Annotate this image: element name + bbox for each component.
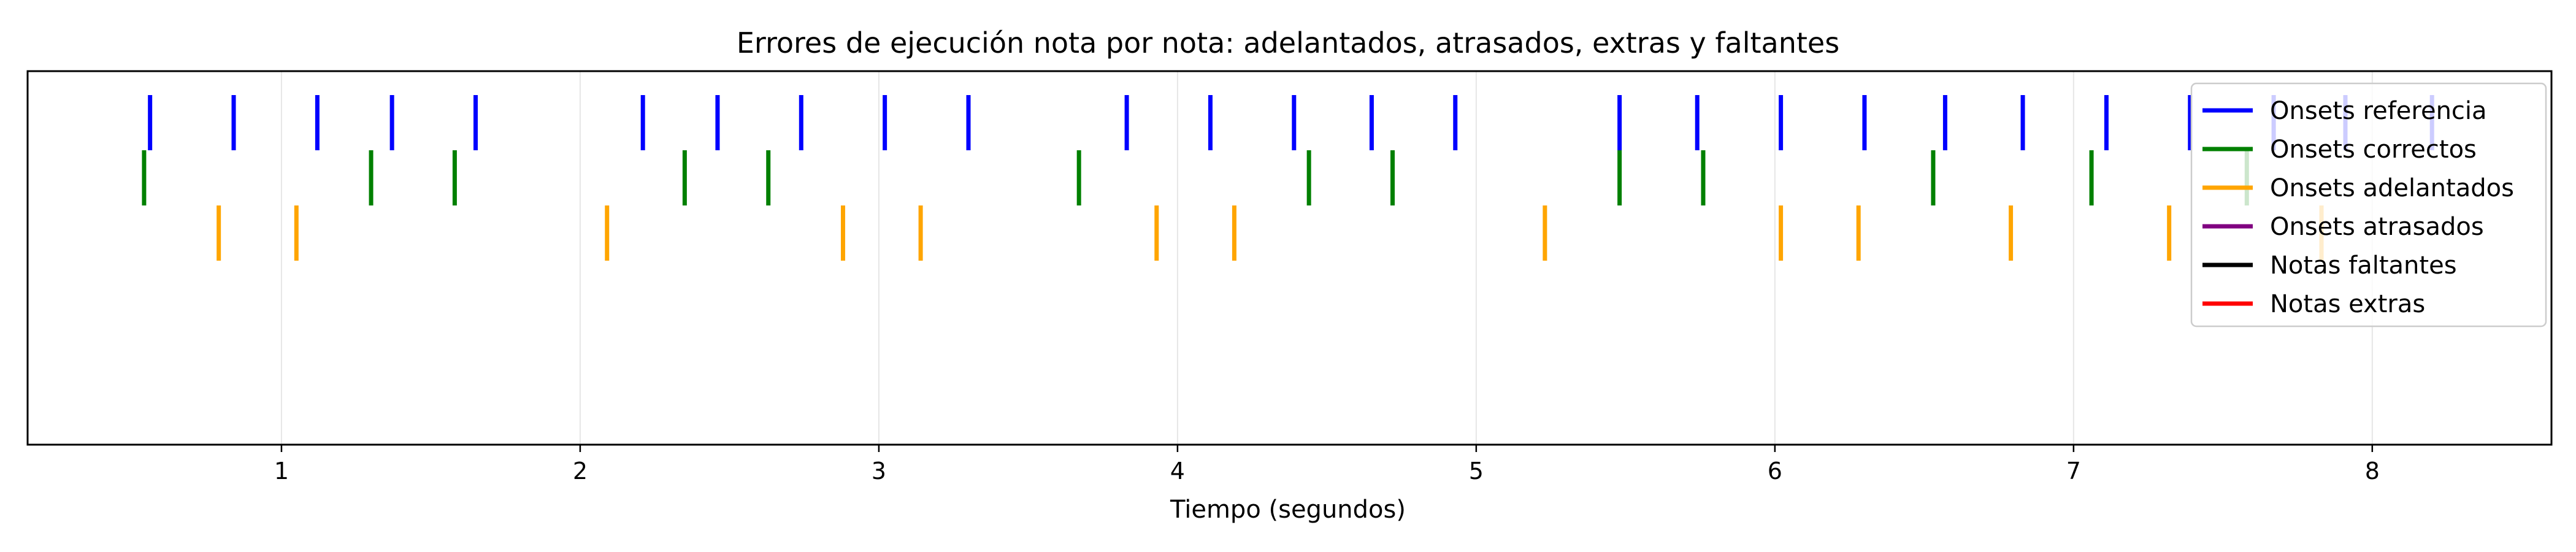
x-axis-ticks: 1 2 3 4 5 6 7 8: [274, 445, 2380, 485]
legend-label-4: Notas faltantes: [2270, 251, 2457, 280]
x-tick-label-6: 6: [1768, 458, 1782, 485]
x-tick-label-2: 2: [573, 458, 588, 485]
chart-title: Errores de ejecución nota por nota: adel…: [737, 26, 1839, 59]
legend-label-1: Onsets correctos: [2270, 136, 2477, 164]
x-tick-label-5: 5: [1469, 458, 1484, 485]
legend-label-2: Onsets adelantados: [2270, 174, 2514, 202]
legend: Onsets referencia Onsets correctos Onsets …: [2190, 82, 2547, 328]
x-tick-label-7: 7: [2066, 458, 2081, 485]
legend-label-5: Notas extras: [2270, 290, 2425, 318]
legend-label-0: Onsets referencia: [2270, 97, 2487, 125]
x-tick-label-8: 8: [2365, 458, 2380, 485]
gridlines: [280, 71, 2373, 445]
legend-box: [2190, 82, 2547, 328]
x-axis-label: Tiempo (segundos): [1170, 496, 1406, 524]
x-tick-label-4: 4: [1170, 458, 1185, 485]
legend-label-3: Onsets atrasados: [2270, 213, 2484, 241]
x-tick-label-3: 3: [872, 458, 886, 485]
x-tick-label-1: 1: [274, 458, 289, 485]
plot-frame: [26, 70, 2553, 446]
